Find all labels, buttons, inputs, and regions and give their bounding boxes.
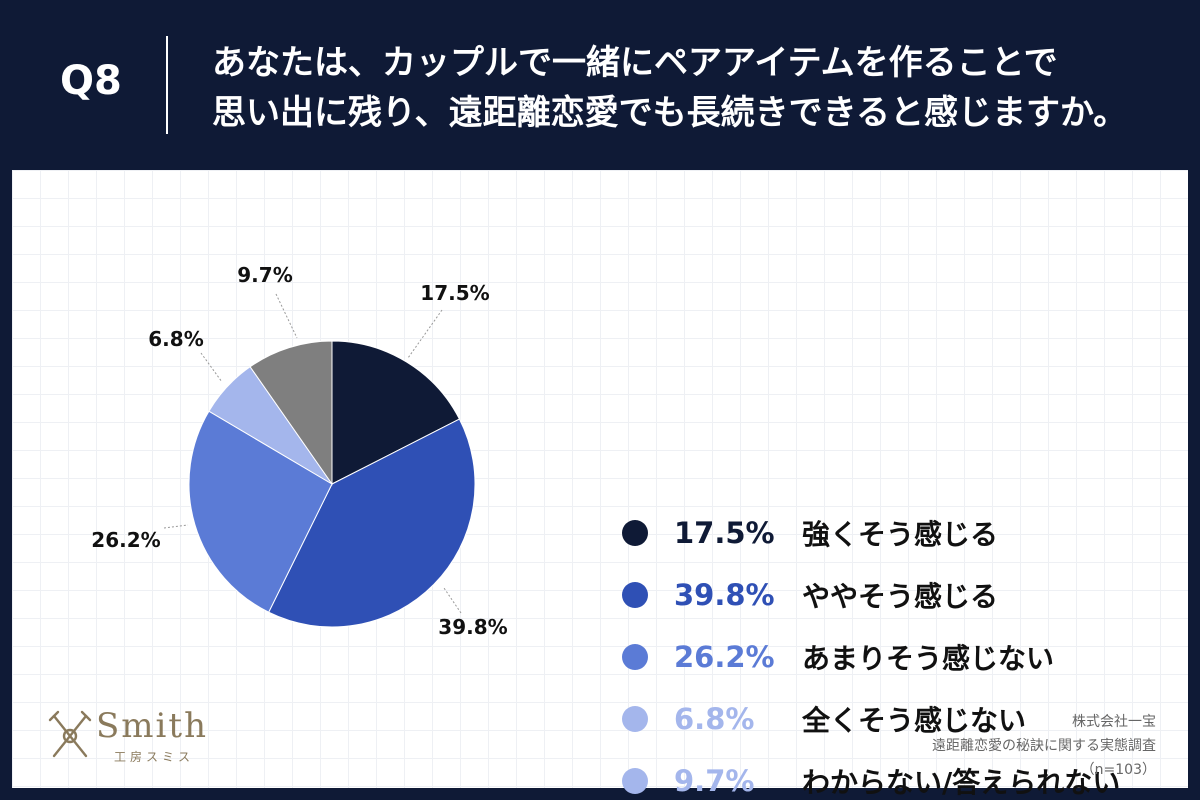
slice-value-label: 39.8%: [438, 615, 507, 639]
question-text: あなたは、カップルで一緒にペアアイテムを作ることで 思い出に残り、遠距離恋愛でも…: [212, 38, 1172, 138]
pie-slice: [331, 340, 461, 485]
leader-line: [275, 293, 298, 339]
source-note: 株式会社一宝 遠距離恋愛の秘訣に関する実態調査 （n=103）: [932, 710, 1156, 782]
slice-value-label: 17.5%: [420, 281, 489, 305]
question-line-2: 思い出に残り、遠距離恋愛でも長続きできると感じますか。: [212, 93, 1128, 133]
question-number: Q8: [60, 58, 122, 104]
chart-panel: 17.5% 39.8% 26.2% 6.8% 9.7% 17.5% 強くそう感じる 39…: [12, 170, 1188, 799]
source-company: 株式会社一宝: [1072, 714, 1156, 730]
question-line-1: あなたは、カップルで一緒にペアアイテムを作ることで: [212, 43, 1058, 83]
header-divider: [166, 36, 168, 134]
slice-value-label: 6.8%: [148, 327, 203, 351]
pie-slice: [249, 340, 333, 486]
slice-value-label: 26.2%: [91, 528, 160, 552]
leader-line: [163, 524, 189, 529]
slice-value-label: 9.7%: [237, 263, 292, 287]
legend-percent: 17.5%: [674, 516, 775, 550]
pie-slice: [268, 418, 476, 628]
header: Q8 あなたは、カップルで一緒にペアアイテムを作ることで 思い出に残り、遠距離恋…: [0, 0, 1200, 168]
legend: 17.5% 強くそう感じる 39.8% ややそう感じる 26.2% あまりそう感…: [622, 502, 1182, 800]
legend-percent: 26.2%: [674, 640, 775, 674]
legend-item: 39.8% ややそう感じる: [622, 564, 1182, 626]
crossed-tools-icon: [48, 710, 92, 758]
source-survey: 遠距離恋愛の秘訣に関する実態調査: [932, 738, 1156, 754]
legend-label: わからない/答えられない: [802, 766, 1121, 799]
logo-subtitle: 工房スミス: [114, 750, 195, 764]
legend-dot: [622, 582, 648, 608]
logo-name: Smith: [96, 706, 208, 746]
legend-item: 9.7% わからない/答えられない: [622, 750, 1182, 800]
pie-chart: 17.5% 39.8% 26.2% 6.8% 9.7%: [91, 263, 507, 639]
smith-logo: Smith 工房スミス: [48, 706, 248, 770]
legend-dot: [622, 768, 648, 794]
legend-dot: [622, 706, 648, 732]
legend-label: ややそう感じる: [802, 580, 999, 613]
leader-line: [443, 587, 462, 614]
leader-line: [407, 309, 443, 359]
legend-item: 6.8% 全くそう感じない: [622, 688, 1182, 750]
legend-dot: [622, 644, 648, 670]
legend-label: 強くそう感じる: [802, 518, 999, 551]
legend-label: あまりそう感じない: [802, 642, 1055, 675]
pie-slice: [188, 410, 333, 613]
leader-line: [200, 352, 223, 383]
legend-label: 全くそう感じない: [802, 704, 1027, 737]
legend-percent: 39.8%: [674, 578, 775, 612]
legend-percent: 6.8%: [674, 702, 755, 736]
legend-item: 26.2% あまりそう感じない: [622, 626, 1182, 688]
legend-item: 17.5% 強くそう感じる: [622, 502, 1182, 564]
legend-percent: 9.7%: [674, 764, 755, 798]
legend-dot: [622, 520, 648, 546]
source-sample-size: （n=103）: [1080, 762, 1156, 778]
